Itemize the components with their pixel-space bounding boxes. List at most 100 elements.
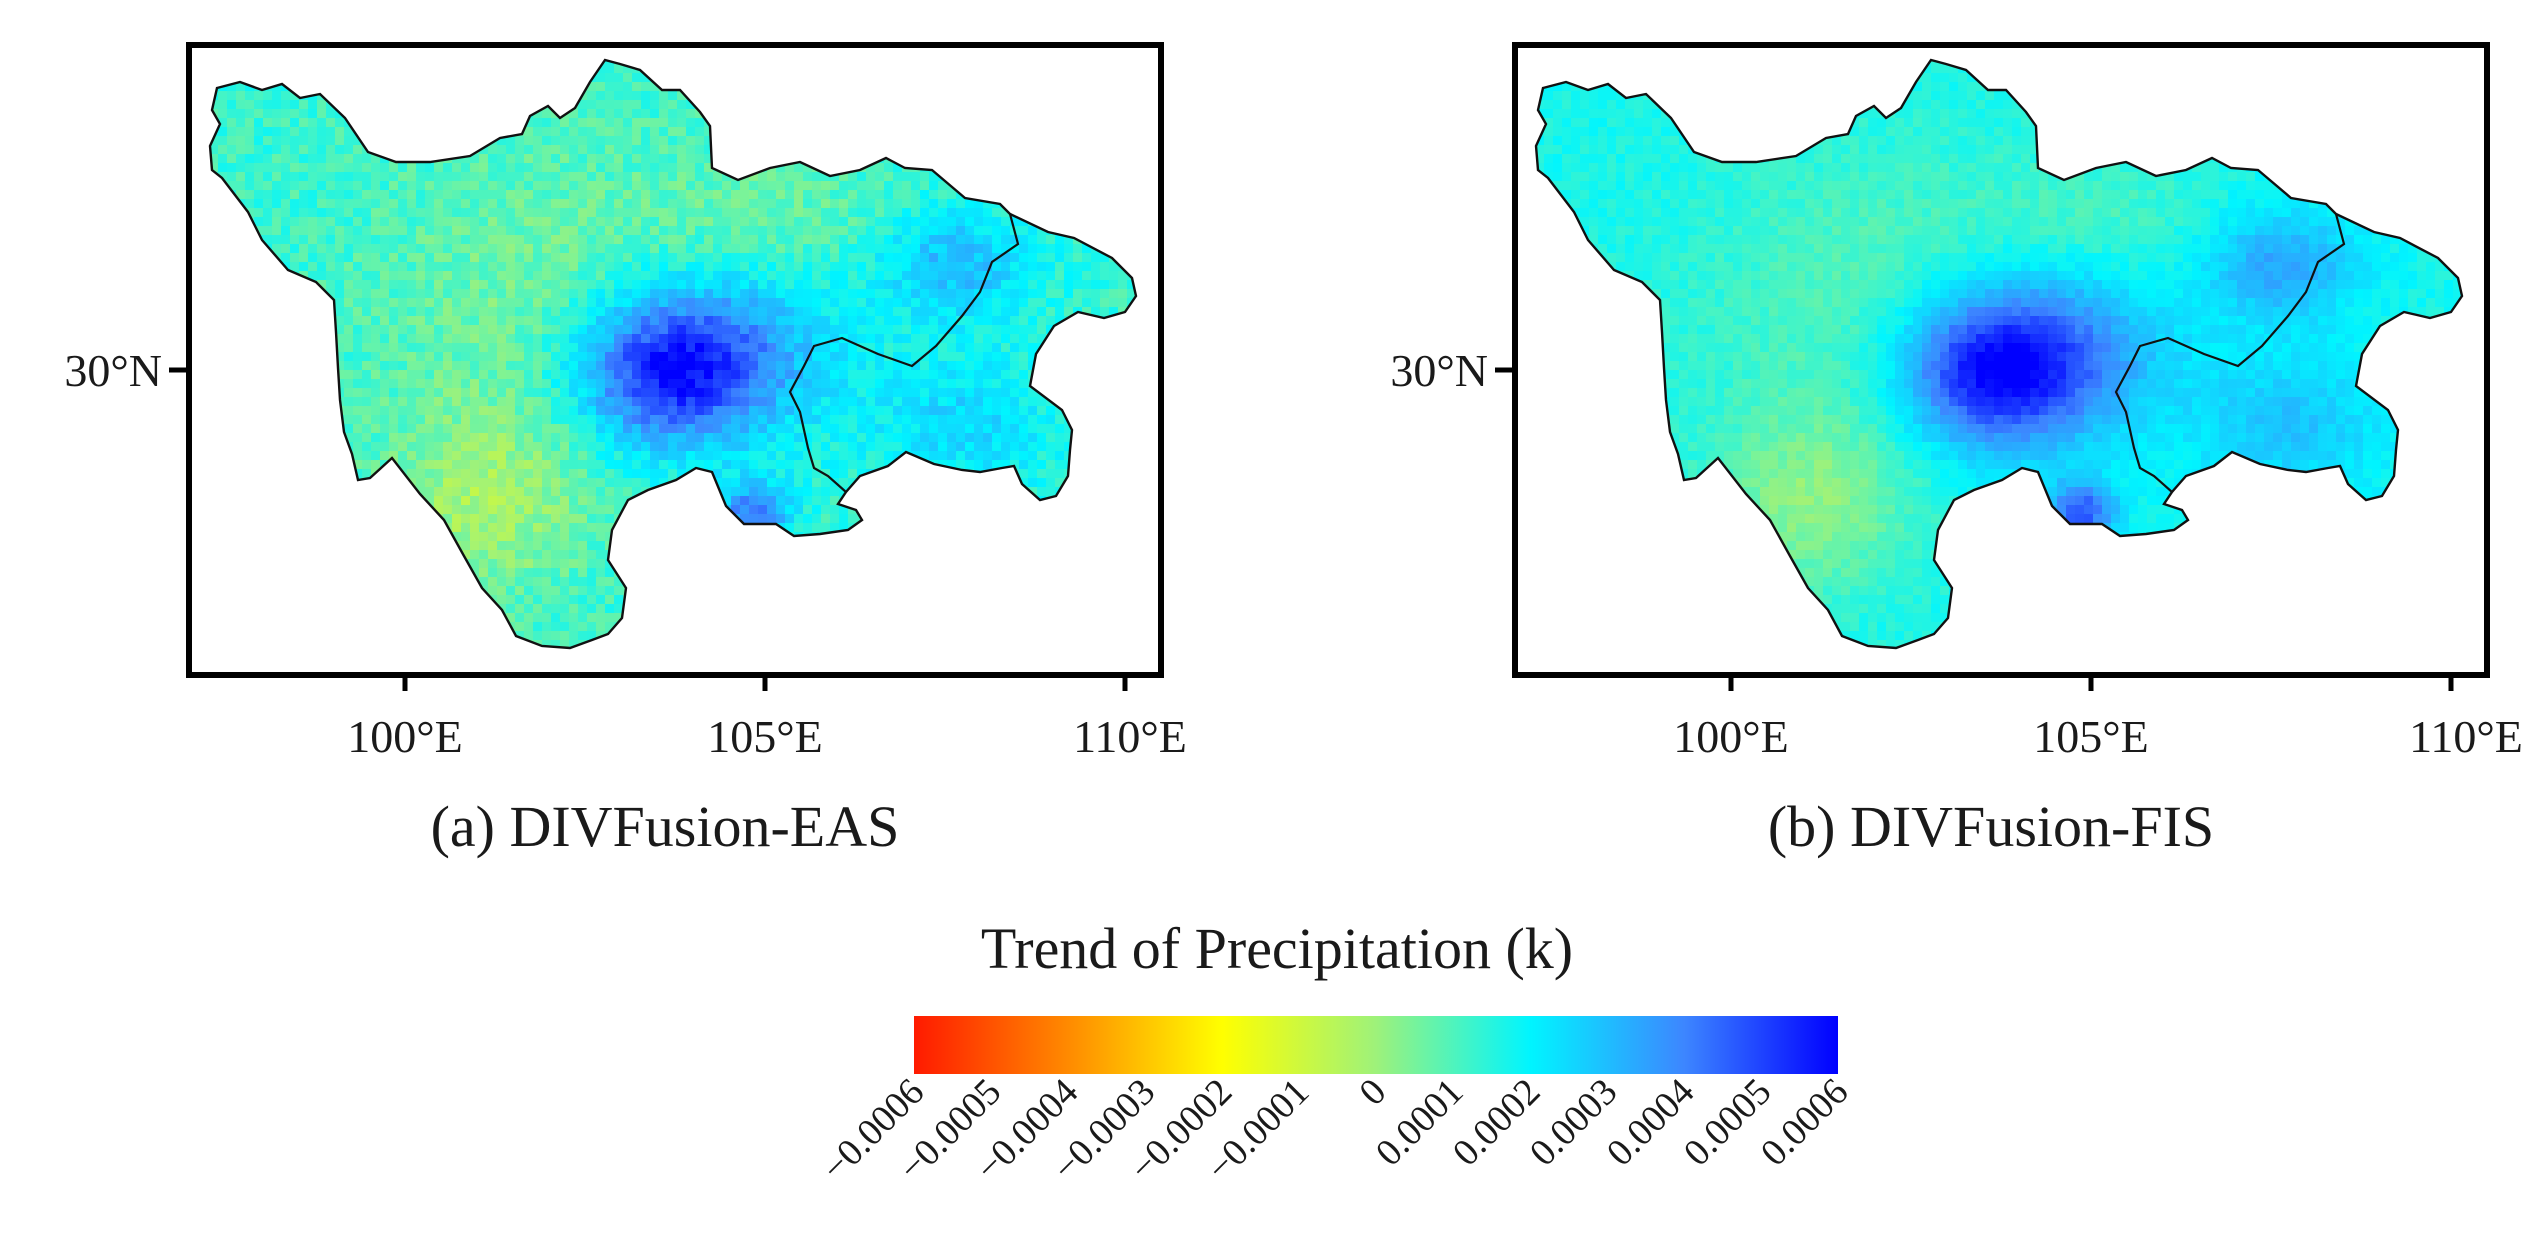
- heatmap-cell: [596, 334, 606, 344]
- heatmap-cell: [632, 136, 642, 146]
- heatmap-cell: [641, 217, 651, 227]
- heatmap-cell: [875, 253, 885, 263]
- heatmap-cell: [488, 424, 498, 434]
- heatmap-cell: [281, 145, 291, 155]
- heatmap-cell: [983, 253, 993, 263]
- heatmap-cell: [389, 181, 399, 191]
- heatmap-cell: [371, 352, 381, 362]
- heatmap-cell: [236, 172, 246, 182]
- heatmap-cell: [218, 388, 228, 398]
- heatmap-cell: [1127, 397, 1136, 407]
- heatmap-cell: [821, 109, 831, 119]
- heatmap-cell: [560, 433, 570, 443]
- heatmap-cell: [731, 82, 741, 92]
- heatmap-cell: [812, 397, 822, 407]
- heatmap-cell: [632, 60, 642, 65]
- heatmap-cell: [812, 190, 822, 200]
- heatmap-cell: [821, 325, 831, 335]
- heatmap-cell: [632, 244, 642, 254]
- heatmap-cell: [398, 100, 408, 110]
- heatmap-cell: [1100, 199, 1110, 209]
- heatmap-cell: [497, 199, 507, 209]
- heatmap-cell: [299, 226, 309, 236]
- heatmap-cell: [938, 343, 948, 353]
- heatmap-cell: [803, 208, 813, 218]
- heatmap-cell: [794, 307, 804, 317]
- heatmap-cell: [1118, 145, 1128, 155]
- heatmap-cell: [839, 469, 849, 479]
- heatmap-cell: [290, 60, 300, 65]
- heatmap-cell: [695, 388, 705, 398]
- heatmap-cell: [938, 64, 948, 74]
- heatmap-cell: [992, 370, 1002, 380]
- heatmap-cell: [452, 217, 462, 227]
- heatmap-cell: [983, 352, 993, 362]
- heatmap-cell: [344, 91, 354, 101]
- heatmap-cell: [875, 298, 885, 308]
- heatmap-cell: [614, 91, 624, 101]
- heatmap-cell: [425, 379, 435, 389]
- heatmap-cell: [326, 60, 336, 65]
- heatmap-cell: [596, 397, 606, 407]
- heatmap-cell: [758, 145, 768, 155]
- heatmap-cell: [1082, 415, 1092, 425]
- heatmap-cell: [614, 145, 624, 155]
- heatmap-cell: [974, 460, 984, 470]
- heatmap-cell: [1010, 316, 1020, 326]
- heatmap-cell: [416, 271, 426, 281]
- heatmap-cell: [983, 190, 993, 200]
- heatmap-cell: [398, 352, 408, 362]
- heatmap-cell: [992, 397, 1002, 407]
- heatmap-cell: [344, 172, 354, 182]
- heatmap-cell: [920, 163, 930, 173]
- heatmap-cell: [605, 298, 615, 308]
- heatmap-cell: [281, 397, 291, 407]
- heatmap-cell: [632, 100, 642, 110]
- heatmap-cell: [533, 244, 543, 254]
- heatmap-cell: [722, 235, 732, 245]
- heatmap-cell: [380, 73, 390, 83]
- heatmap-cell: [380, 235, 390, 245]
- heatmap-cell: [524, 208, 534, 218]
- heatmap-cell: [785, 451, 795, 461]
- heatmap-cell: [686, 325, 696, 335]
- heatmap-cell: [479, 298, 489, 308]
- heatmap-cell: [461, 469, 471, 479]
- heatmap-cell: [776, 217, 786, 227]
- heatmap-cell: [1010, 361, 1020, 371]
- heatmap-cell: [452, 280, 462, 290]
- heatmap-cell: [425, 289, 435, 299]
- heatmap-cell: [1100, 307, 1110, 317]
- heatmap-cell: [407, 397, 417, 407]
- heatmap-cell: [479, 190, 489, 200]
- heatmap-cell: [443, 325, 453, 335]
- heatmap-cell: [200, 190, 210, 200]
- heatmap-cell: [344, 226, 354, 236]
- heatmap-cell: [1046, 352, 1056, 362]
- heatmap-cell: [632, 199, 642, 209]
- heatmap-cell: [461, 244, 471, 254]
- heatmap-cell: [1010, 442, 1020, 452]
- heatmap-cell: [929, 235, 939, 245]
- heatmap-cell: [263, 433, 273, 443]
- heatmap-cell: [938, 118, 948, 128]
- heatmap-cell: [1100, 271, 1110, 281]
- heatmap-cell: [344, 217, 354, 227]
- heatmap-cell: [839, 415, 849, 425]
- heatmap-cell: [1019, 343, 1029, 353]
- heatmap-cell: [1037, 208, 1047, 218]
- heatmap-cell: [587, 109, 597, 119]
- heatmap-cell: [290, 64, 300, 74]
- heatmap-cell: [254, 469, 264, 479]
- heatmap-cell: [353, 280, 363, 290]
- heatmap-cell: [1118, 190, 1128, 200]
- heatmap-cell: [1082, 91, 1092, 101]
- heatmap-cell: [713, 235, 723, 245]
- heatmap-cell: [812, 316, 822, 326]
- heatmap-cell: [353, 370, 363, 380]
- heatmap-cell: [326, 217, 336, 227]
- heatmap-cell: [758, 361, 768, 371]
- heatmap-cell: [1136, 415, 1146, 425]
- heatmap-cell: [1109, 316, 1119, 326]
- heatmap-cell: [245, 73, 255, 83]
